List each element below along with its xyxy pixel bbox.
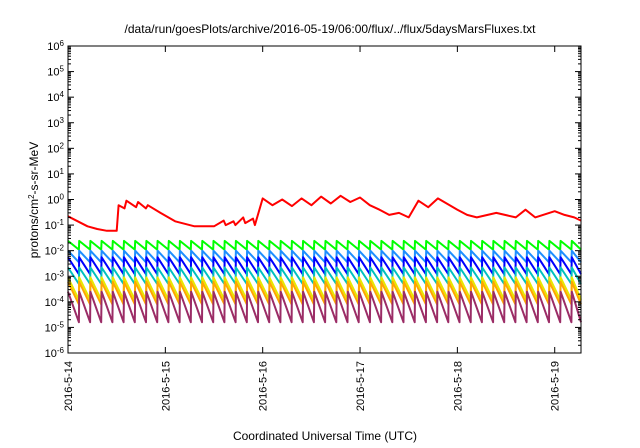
x-axis-label: Coordinated Universal Time (UTC) [233,429,417,443]
y-tick-label: 106 [47,39,64,54]
x-tick-label: 2016-5-14 [63,361,75,411]
y-tick-label: 10-2 [45,243,65,258]
y-tick-label: 105 [47,64,64,79]
x-tick-label: 2016-5-18 [452,361,464,411]
series-line-8 [67,290,582,324]
x-tick-label: 2016-5-15 [160,361,172,411]
y-tick-label: 10-1 [45,218,65,233]
y-tick-label: 102 [47,141,64,156]
x-tick-label: 2016-5-19 [550,361,562,411]
y-tick-label: 103 [47,115,64,130]
plot-frame [67,45,582,354]
y-tick-label: 10-5 [45,320,65,335]
x-axis: 2016-5-14 2016-5-15 2016-5-16 2016-5-17 2016… [63,46,562,411]
series-line-1 [67,194,582,232]
y-tick-label: 10-3 [45,269,65,284]
chart-title: /data/run/goesPlots/archive/2016-05-19/0… [125,22,537,36]
plot-series [67,194,582,324]
series-line-2 [67,239,582,251]
y-tick-label: 10-6 [45,346,65,361]
x-tick-label: 2016-5-17 [355,361,367,411]
y-tick-label: 101 [47,166,64,181]
y-tick-label: 104 [47,90,64,105]
y-axis-label: protons/cm2-s-sr-MeV [27,142,42,258]
y-tick-label: 10-4 [45,294,65,309]
y-tick-label: 100 [47,192,64,207]
x-tick-label: 2016-5-16 [258,361,270,411]
